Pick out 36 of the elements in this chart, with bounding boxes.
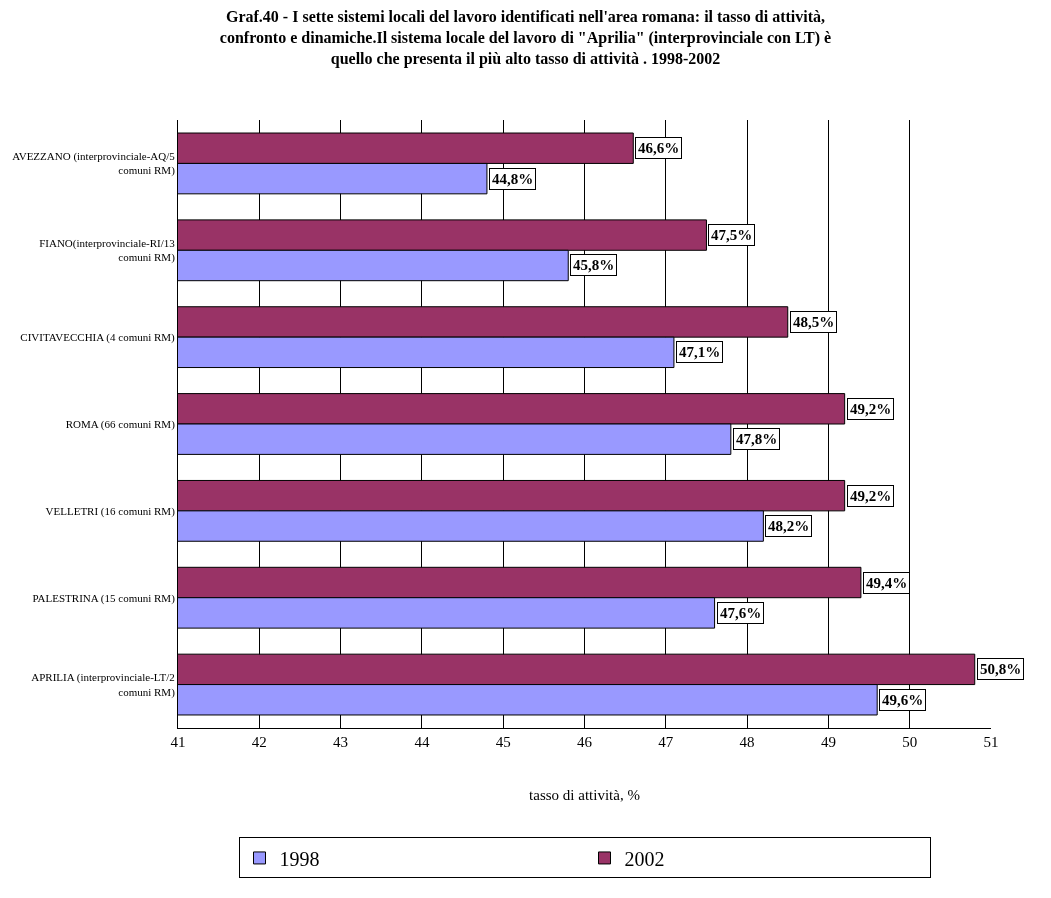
y-tick-label: ROMA (66 comuni RM) [65,417,176,431]
data-label: 48,5% [793,314,835,330]
data-label: 50,8% [980,661,1022,677]
x-tick-label: 44 [414,734,430,750]
data-label: 45,8% [573,257,615,273]
data-label: 47,5% [711,227,753,243]
data-label: 49,6% [882,692,924,708]
x-tick-label: 50 [902,734,918,750]
x-tick-label: 51 [983,734,999,750]
data-label: 46,6% [638,140,680,156]
x-tick-label: 46 [577,734,593,750]
data-label: 47,1% [679,344,721,360]
y-tick-label: AVEZZANO (interprovinciale-AQ/5 comuni RM) [12,150,176,178]
y-tick-label: PALESTRINA (15 comuni RM) [32,591,176,605]
x-tick-label: 42 [251,734,267,750]
data-label: 47,8% [736,431,778,447]
legend-label: 1998 [279,847,320,870]
data-label: 47,6% [720,605,762,621]
x-tick-label: 43 [333,734,349,750]
data-label: 48,2% [768,518,810,534]
y-tick-label: VELLETRI (16 comuni RM) [45,504,176,518]
x-tick-label: 41 [170,734,186,750]
x-axis-title: tasso di attività, % [529,787,640,803]
x-tick-label: 45 [495,734,511,750]
x-tick-label: 49 [820,734,836,750]
data-label: 44,8% [492,171,534,187]
y-tick-label: CIVITAVECCHIA (4 comuni RM) [20,330,176,344]
y-tick-label: FIANO(interprovinciale-RI/13 comuni RM) [39,236,176,265]
data-label: 49,2% [850,401,892,417]
data-label: 49,2% [850,488,892,504]
data-label: 49,4% [866,575,908,591]
x-tick-label: 47 [658,734,674,750]
chart-title: Graf.40 - I sette sistemi locali del lavoro identificati nell'area romana: il tasso di attività, confronto e dinamiche.Il sistema locale del lavoro di "Aprilia" (interprovinciale con LT) è quello che presenta il più alto tasso di attività . 1998-2002 [219,8,832,69]
legend-label: 2002 [624,847,665,870]
y-tick-label: APRILIA (interprovinciale-LT/2 comuni RM) [31,671,176,699]
x-tick-label: 48 [739,734,755,750]
